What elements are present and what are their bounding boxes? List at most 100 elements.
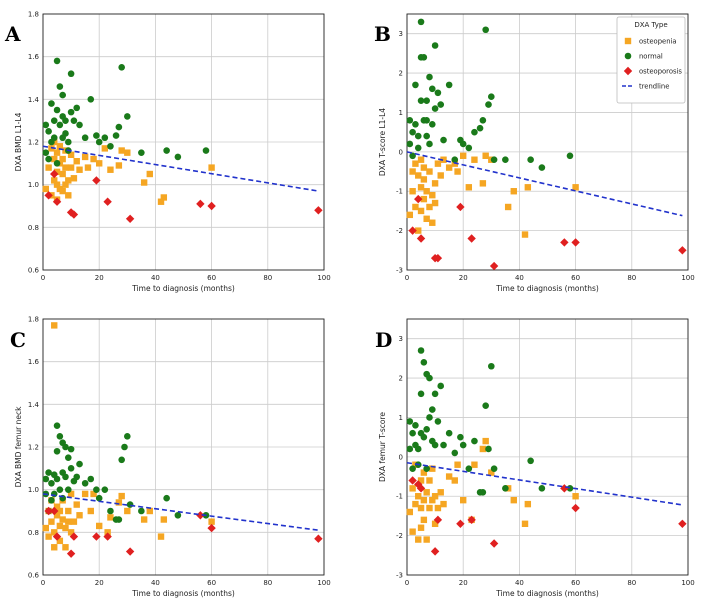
point-normal	[138, 507, 145, 515]
point-osteopenia	[48, 518, 55, 525]
point-normal	[437, 101, 445, 108]
x-tick-label: 40	[515, 274, 524, 282]
y-tick-label: 1.8	[28, 316, 39, 324]
point-osteopenia	[51, 177, 58, 184]
y-tick-label: -3	[396, 267, 403, 275]
point-normal	[95, 494, 103, 502]
legend-title: DXA Type	[634, 21, 667, 29]
point-normal	[409, 152, 416, 160]
point-osteoporosis	[125, 214, 135, 223]
legend-marker-osteopenia	[624, 37, 632, 45]
point-normal	[45, 128, 52, 135]
point-normal	[95, 138, 103, 146]
point-normal	[118, 64, 125, 71]
x-tick-label: 80	[627, 579, 636, 587]
point-osteopenia	[572, 493, 579, 500]
point-osteoporosis	[196, 511, 205, 520]
point-osteopenia	[423, 536, 430, 543]
point-osteopenia	[42, 524, 50, 532]
point-osteopenia	[426, 168, 433, 175]
point-normal	[45, 469, 52, 476]
point-normal	[426, 374, 433, 382]
point-osteoporosis	[44, 191, 53, 200]
point-osteoporosis	[69, 210, 79, 219]
point-normal	[485, 445, 492, 453]
point-normal	[87, 475, 95, 483]
point-osteopenia	[104, 529, 111, 536]
point-normal	[482, 26, 489, 34]
point-osteopenia	[53, 168, 61, 176]
point-osteopenia	[62, 524, 69, 532]
point-osteopenia	[51, 544, 58, 551]
point-osteopenia	[524, 184, 532, 191]
y-tick-label: 0.6	[28, 572, 40, 580]
point-normal	[490, 156, 498, 164]
point-normal	[426, 140, 433, 148]
point-normal	[502, 156, 509, 164]
point-normal	[42, 121, 50, 129]
y-axis-label: DXA BMD femur neck	[14, 406, 23, 487]
point-normal	[423, 425, 430, 433]
point-osteopenia	[67, 529, 75, 536]
y-tick-label: -1	[396, 188, 403, 196]
point-normal	[431, 42, 439, 49]
point-normal	[62, 443, 69, 451]
point-osteopenia	[426, 504, 433, 512]
y-tick-label: 0.8	[28, 529, 39, 537]
point-normal	[67, 445, 75, 453]
point-osteopenia	[59, 516, 66, 523]
point-osteopenia	[479, 445, 487, 453]
point-osteopenia	[62, 164, 69, 171]
point-normal	[527, 457, 534, 465]
point-normal	[48, 479, 55, 487]
point-osteopenia	[451, 477, 458, 484]
point-osteopenia	[423, 489, 430, 496]
point-osteopenia	[53, 181, 61, 188]
point-osteoporosis	[50, 506, 59, 516]
point-normal	[50, 117, 58, 124]
point-osteopenia	[417, 504, 425, 512]
point-normal	[115, 123, 123, 131]
x-tick-label: 80	[263, 274, 272, 282]
point-normal	[431, 441, 439, 449]
point-osteoporosis	[92, 176, 101, 185]
point-osteopenia	[437, 489, 444, 496]
point-normal	[434, 89, 442, 97]
point-osteopenia	[73, 501, 80, 508]
point-osteopenia	[471, 156, 478, 163]
x-tick-label: 60	[207, 274, 216, 282]
point-osteopenia	[53, 149, 61, 156]
point-osteopenia	[417, 184, 425, 191]
point-osteopenia	[56, 522, 64, 530]
point-normal	[53, 475, 61, 483]
point-osteopenia	[81, 490, 89, 498]
point-osteoporosis	[416, 234, 426, 243]
point-normal	[56, 486, 64, 493]
point-normal	[202, 147, 210, 154]
point-osteopenia	[65, 507, 72, 515]
point-normal	[476, 124, 484, 132]
point-normal	[81, 479, 89, 487]
x-tick-label: 60	[571, 579, 580, 587]
x-axis-label: Time to diagnosis (months)	[131, 284, 235, 293]
point-osteopenia	[417, 207, 425, 215]
point-normal	[93, 486, 100, 493]
point-osteopenia	[406, 508, 414, 516]
y-tick-label: -2	[396, 532, 403, 540]
point-osteopenia	[56, 507, 64, 515]
legend-label-trendline: trendline	[639, 83, 669, 91]
point-osteoporosis	[489, 539, 499, 548]
point-osteopenia	[454, 461, 461, 468]
y-axis-label: DXA femur T-score	[378, 412, 387, 482]
point-normal	[107, 142, 114, 150]
point-normal	[73, 473, 81, 481]
legend-label-normal: normal	[639, 53, 663, 61]
point-osteopenia	[146, 507, 153, 515]
point-osteopenia	[146, 170, 153, 178]
plot-frame	[406, 318, 689, 576]
y-axis-label: DXA T-score L1-L4	[378, 108, 387, 176]
x-tick-label: 60	[571, 274, 580, 282]
point-osteopenia	[431, 520, 439, 527]
point-normal	[138, 149, 145, 156]
point-normal	[412, 422, 419, 429]
